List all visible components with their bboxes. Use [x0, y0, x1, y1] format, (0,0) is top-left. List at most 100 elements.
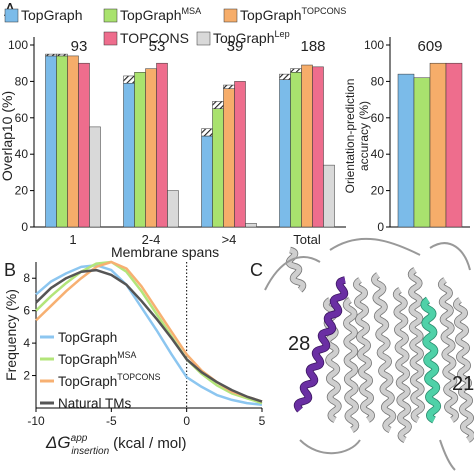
hatched-segment: [45, 53, 57, 57]
y-tick-label: 80: [15, 74, 29, 88]
y-tick-label: 60: [371, 111, 385, 125]
bar: [45, 55, 57, 228]
group-count: 39: [227, 38, 244, 55]
x-tick-label: -5: [106, 414, 117, 428]
bar: [445, 62, 463, 228]
x-tick-label: 1: [69, 232, 76, 247]
legend-label: TopGraphMSA: [120, 6, 202, 23]
legend-superscript: TOPCONS: [117, 372, 160, 382]
line-series: [35, 268, 263, 403]
bar: [323, 164, 335, 228]
y-tick-label: 4: [23, 336, 30, 350]
bar: [89, 126, 101, 228]
bar: [312, 66, 324, 228]
y-tick-label: 20: [371, 184, 385, 198]
y-tick-label: 80: [371, 74, 385, 88]
bar: [234, 81, 246, 228]
y-tick-label: 8: [23, 271, 30, 285]
y-tick-label: 40: [15, 147, 29, 161]
helix: [294, 277, 348, 412]
legend-label: TopGraph: [58, 330, 117, 345]
bar: [67, 55, 79, 228]
legend-label: TopGraphTOPCONS: [58, 372, 161, 389]
legend-name: TopGraph: [240, 7, 301, 23]
bar: [78, 62, 90, 228]
x-label-symbol: ΔG: [45, 433, 71, 452]
x-axis-label: Membrane spans: [111, 244, 219, 260]
y-tick-label: 60: [15, 111, 29, 125]
legend-swatch: [103, 8, 118, 23]
helix: [421, 297, 441, 423]
bar: [301, 64, 313, 228]
helix: [343, 297, 359, 433]
bar: [290, 72, 302, 228]
bar: [279, 79, 291, 228]
legend-label: TopGraphLep: [213, 29, 290, 46]
legend-name: TopGraph: [58, 374, 117, 389]
legend-name: TopGraph: [213, 30, 274, 46]
legend-label: TopGraphMSA: [58, 350, 136, 367]
bar: [397, 73, 415, 228]
y-tick-label: 0: [377, 220, 384, 234]
legend-name: Natural TMs: [58, 396, 132, 411]
x-tick-label: >4: [222, 232, 237, 247]
hatched-segment: [212, 101, 224, 109]
legend-superscript: Lep: [274, 29, 289, 39]
helix-label: 28: [288, 333, 310, 355]
hatched-segment: [123, 75, 135, 84]
y-axis-label: Orientation-prediction: [343, 79, 357, 194]
bar: [245, 223, 257, 228]
legend-name: TopGraph: [58, 352, 117, 367]
legend-superscript: TOPCONS: [301, 6, 346, 16]
legend-name: TopGraph: [58, 330, 117, 345]
bar: [223, 88, 235, 228]
bar: [56, 55, 68, 228]
legend-swatch: [103, 31, 118, 46]
hatched-segment: [223, 84, 235, 89]
group-count: 188: [300, 38, 325, 55]
bar: [134, 72, 146, 228]
bar: [167, 190, 179, 228]
legend-name: TopGraph: [120, 7, 181, 23]
bar: [212, 108, 224, 228]
hatched-segment: [290, 68, 302, 73]
bar: [156, 62, 168, 228]
y-tick-label: 20: [15, 184, 29, 198]
y-tick-label: 100: [364, 38, 384, 52]
x-tick-label: -10: [27, 414, 45, 428]
bar: [413, 77, 431, 228]
x-tick-label: 5: [259, 414, 266, 428]
hatched-segment: [56, 53, 68, 57]
x-tick-label: 0: [183, 414, 190, 428]
y-tick-label: 40: [371, 147, 385, 161]
x-label-unit: (kcal / mol): [113, 435, 186, 452]
panel-label: B: [4, 260, 16, 280]
legend-swatch: [223, 8, 238, 23]
x-label-subscript: insertion: [71, 446, 109, 457]
legend-swatch: [196, 31, 211, 46]
x-tick-label: Total: [293, 232, 321, 247]
y-tick-label: 0: [21, 220, 28, 234]
bar: [201, 135, 213, 228]
x-label-superscript: app: [71, 433, 88, 444]
legend-label: TopGraph: [21, 7, 82, 23]
line-series: [35, 260, 263, 405]
group-count: 93: [71, 38, 88, 55]
line-series: [35, 263, 263, 406]
loop: [264, 237, 471, 471]
y-axis-label: Frequency (%): [3, 289, 19, 381]
y-tick-label: 6: [23, 304, 30, 318]
x-tick-label: 2-4: [142, 232, 161, 247]
y-axis-label: accuracy (%): [357, 101, 371, 171]
legend-label: TopGraphTOPCONS: [240, 6, 346, 23]
helix: [393, 287, 412, 443]
helix: [286, 247, 306, 292]
x-axis-label: ΔGapp insertion (kcal / mol): [45, 433, 186, 457]
group-count: 609: [417, 38, 442, 55]
panel-label: C: [250, 260, 263, 280]
legend-name: TOPCONS: [120, 30, 189, 46]
hatched-segment: [279, 73, 291, 80]
helix: [371, 272, 396, 433]
legend-swatch: [4, 8, 19, 23]
